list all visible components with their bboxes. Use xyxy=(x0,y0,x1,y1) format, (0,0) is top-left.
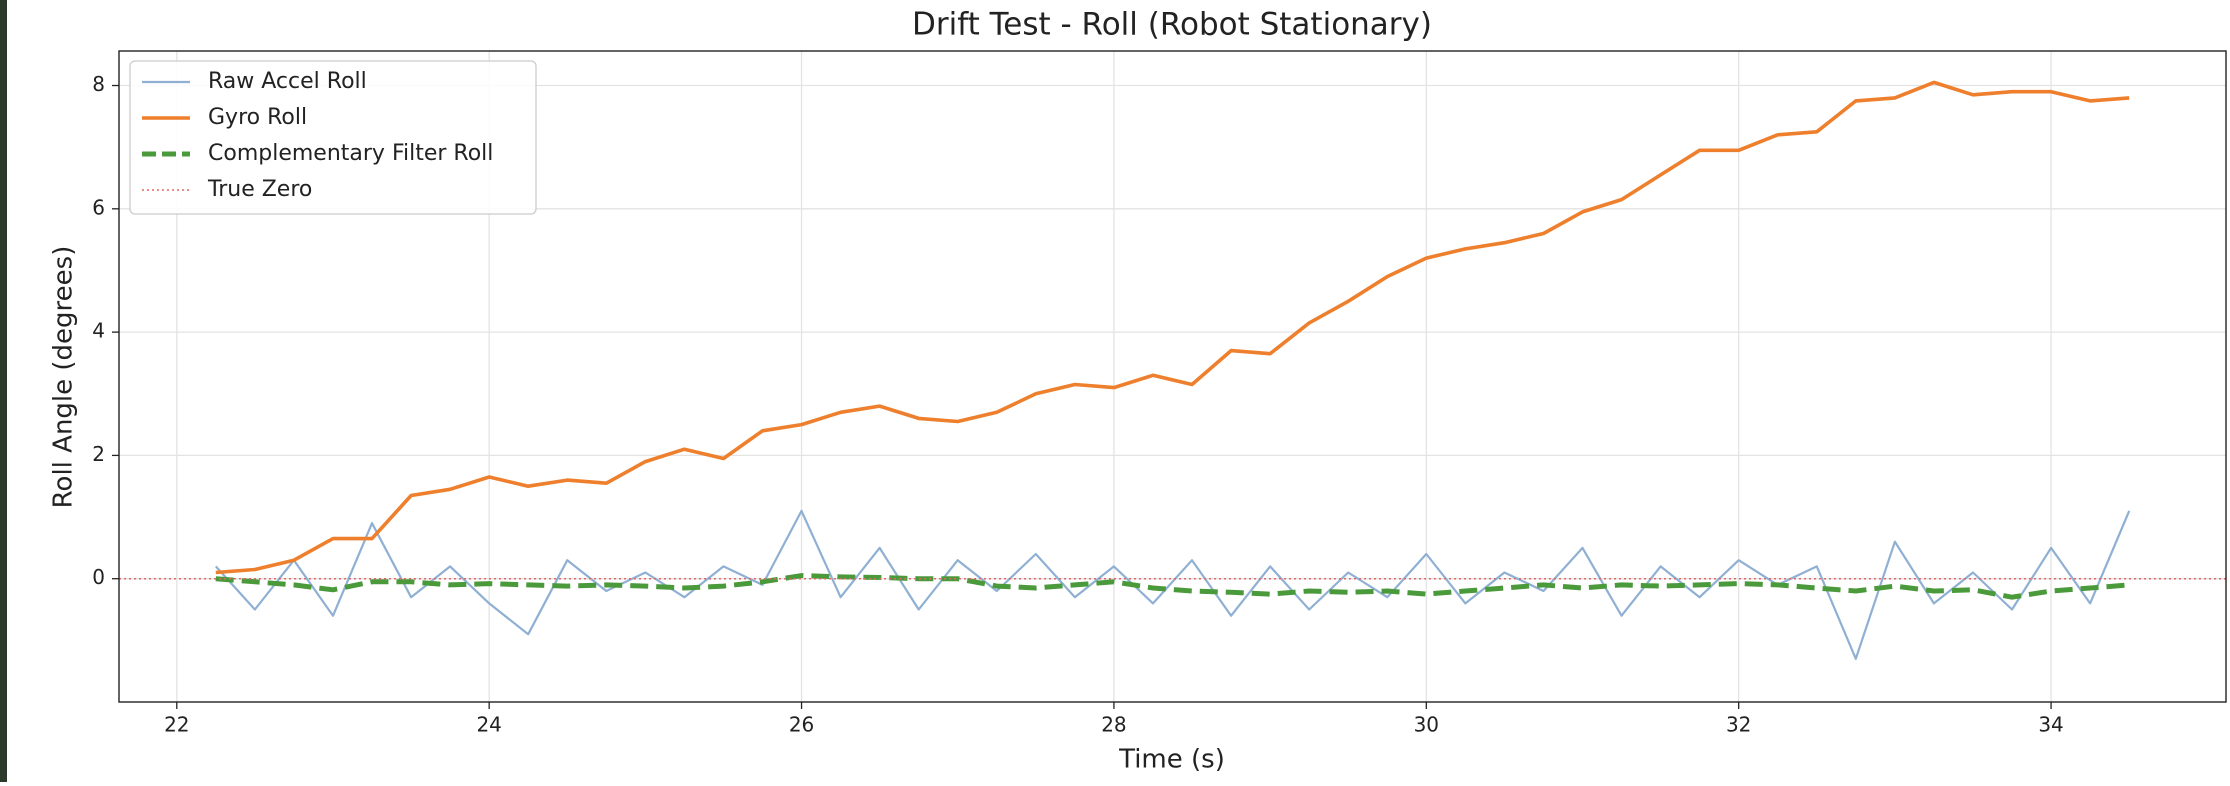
series-line xyxy=(214,509,2131,660)
legend-label: Raw Accel Roll xyxy=(208,69,367,94)
legend: Raw Accel Roll Gyro Roll Complementary Fil… xyxy=(129,60,537,215)
x-tick-label: 32 xyxy=(1726,713,1751,737)
y-tick-label: 6 xyxy=(92,195,105,219)
legend-label: Gyro Roll xyxy=(208,105,307,130)
x-tick-label: 24 xyxy=(476,713,501,737)
x-tick-label: 22 xyxy=(164,713,189,737)
x-tick-label: 30 xyxy=(1414,713,1439,737)
y-tick-label: 4 xyxy=(92,319,105,343)
series-line xyxy=(215,80,2130,575)
x-tick-label: 28 xyxy=(1101,713,1126,737)
legend-box xyxy=(129,60,537,215)
y-tick-label: 2 xyxy=(92,442,105,466)
legend-label: True Zero xyxy=(207,177,312,202)
plot-frame xyxy=(118,50,2227,703)
y-tick-label: 8 xyxy=(92,72,105,96)
y-axis-label: Roll Angle (degrees) xyxy=(49,246,79,509)
legend-label: Complementary Filter Roll xyxy=(208,141,493,166)
window-edge xyxy=(0,0,7,782)
x-tick-label: 34 xyxy=(2038,713,2063,737)
x-tick-label: 26 xyxy=(789,713,814,737)
x-axis-label: Time (s) xyxy=(1118,745,1225,775)
series-line xyxy=(215,573,2130,600)
chart-title: Drift Test - Roll (Robot Stationary) xyxy=(912,7,1432,43)
y-tick-label: 0 xyxy=(92,565,105,589)
